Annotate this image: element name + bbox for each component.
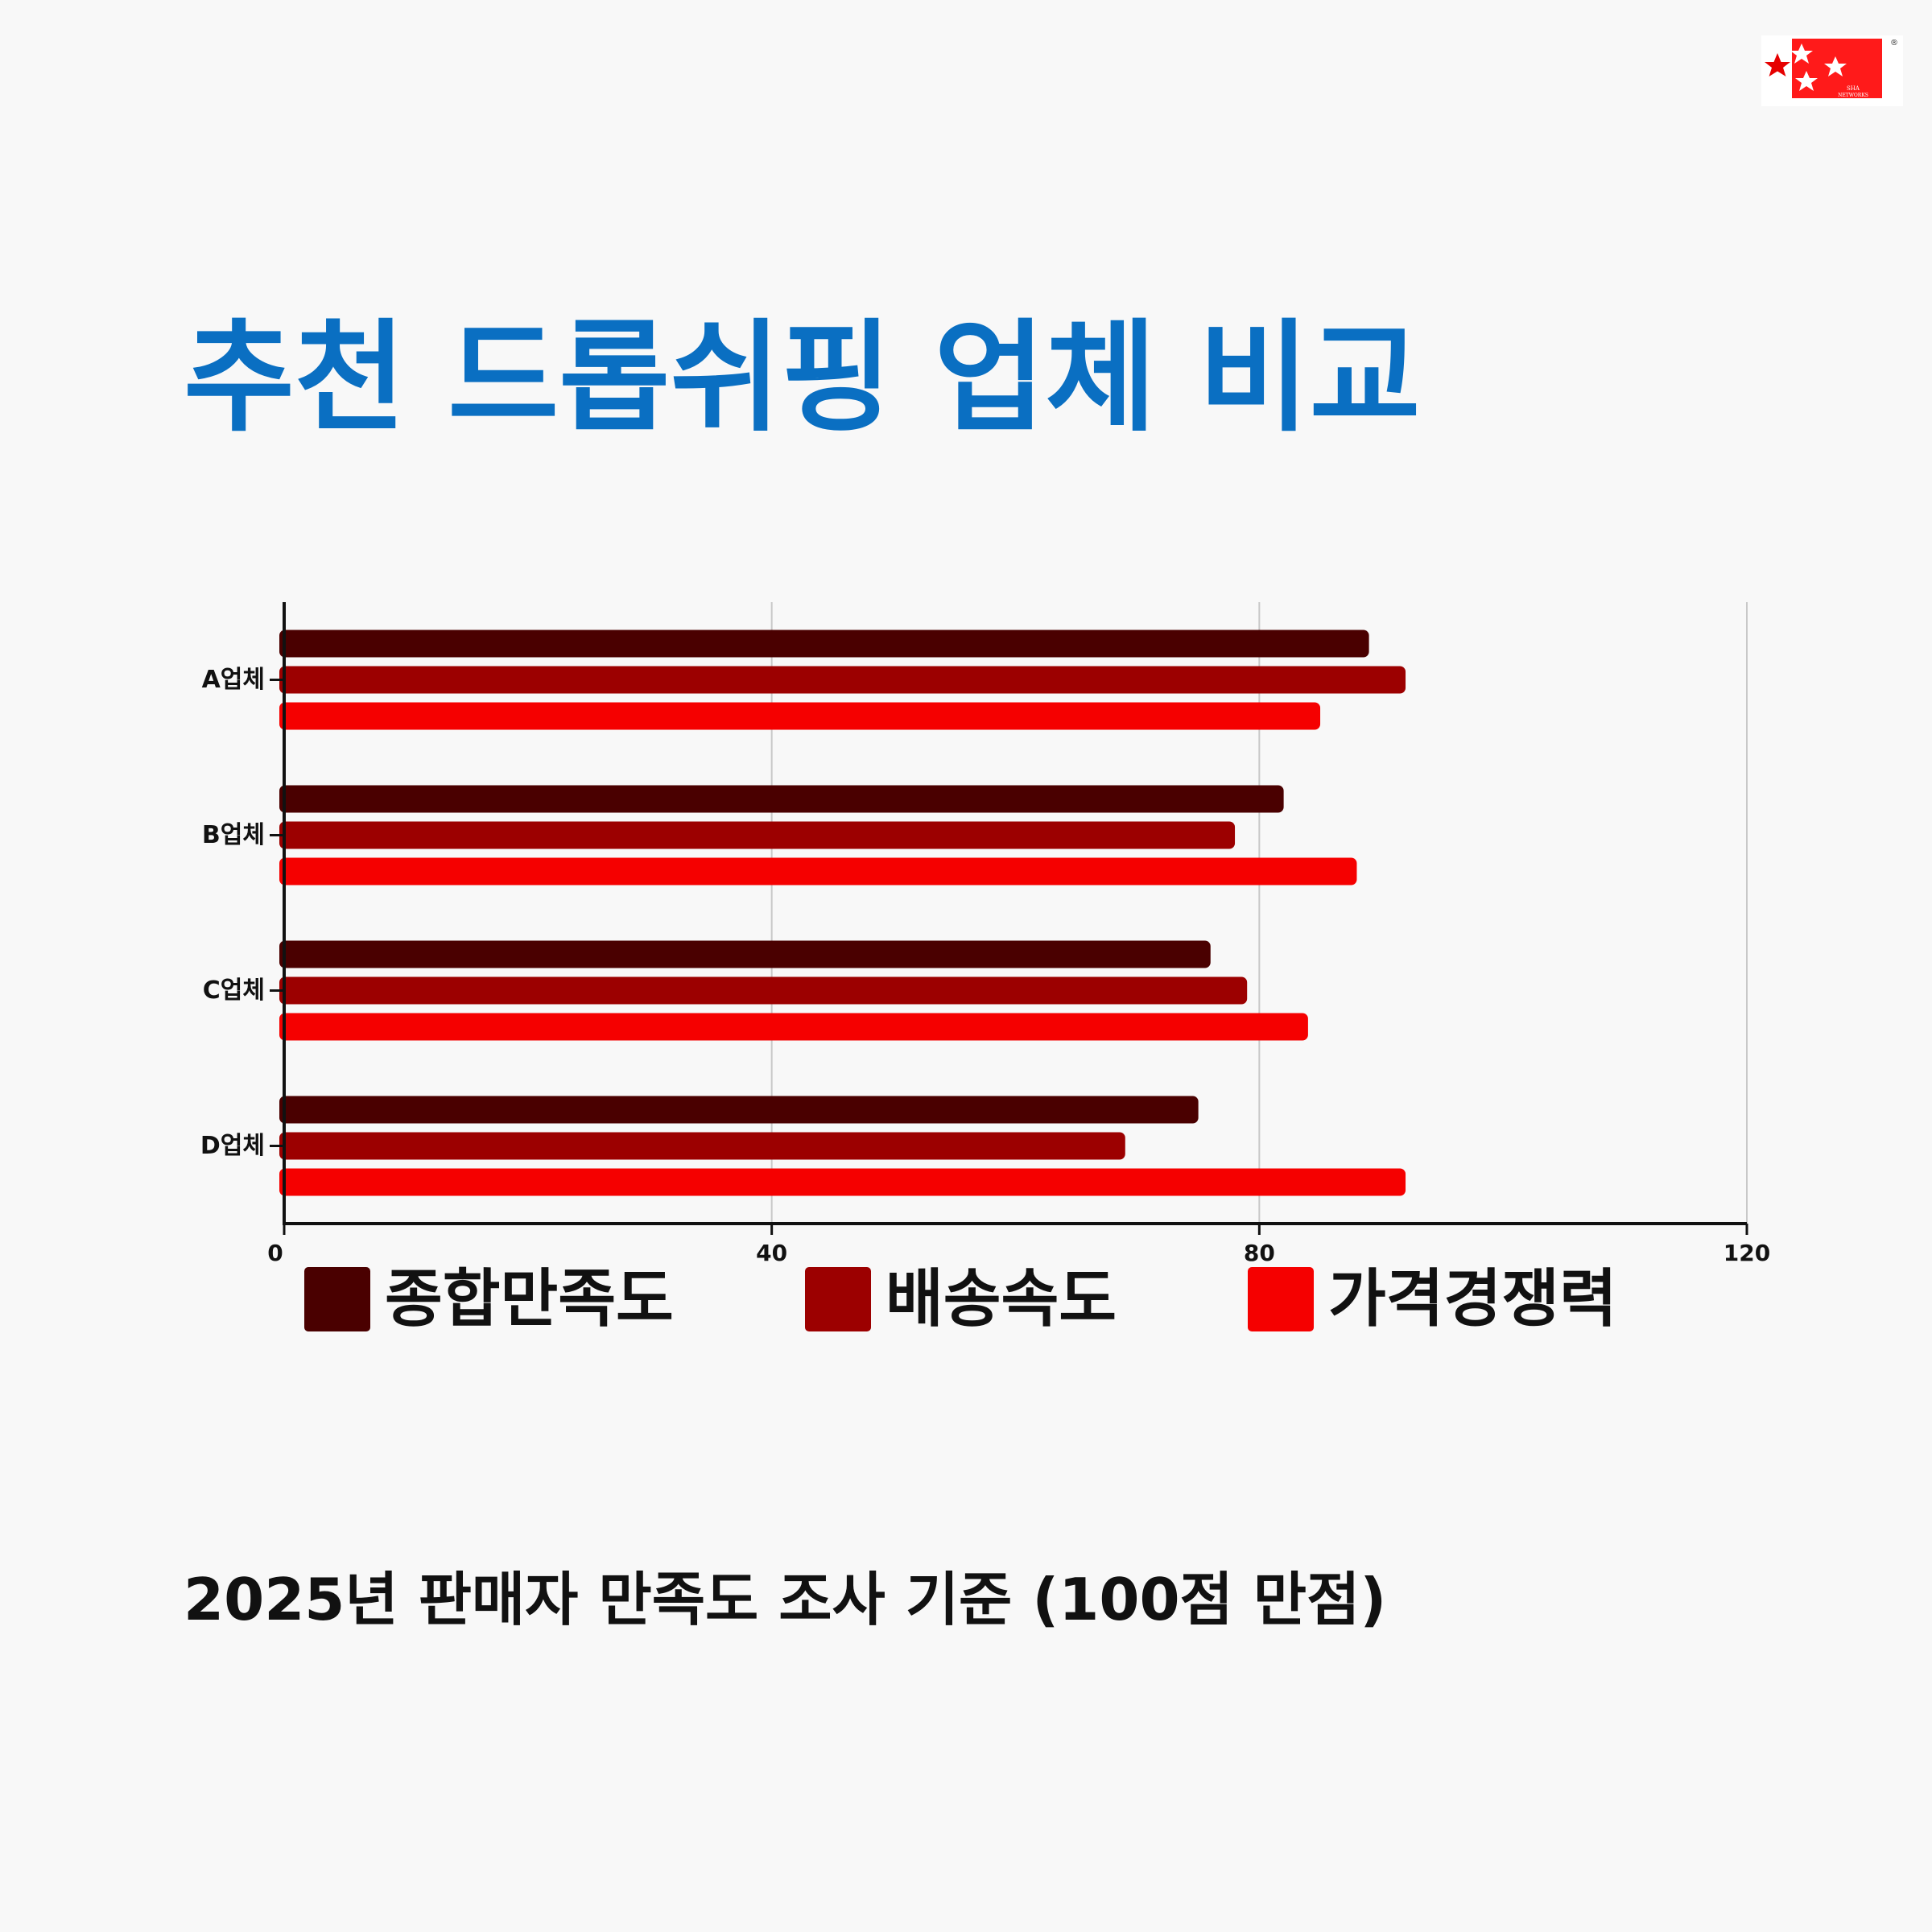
logo-star-3 bbox=[1824, 56, 1847, 76]
legend-swatch-종합만족도 bbox=[304, 1267, 370, 1331]
legend-label-배송속도: 배송속도 bbox=[886, 1263, 1117, 1335]
bar-B업체-배송속도 bbox=[279, 821, 1236, 849]
legend-swatch-배송속도 bbox=[805, 1267, 871, 1331]
bar-C업체-종합만족도 bbox=[279, 940, 1211, 968]
stars-logo-icon: SHA NETWORKS ® bbox=[1765, 39, 1898, 98]
y-tick-label-D업체: D업체 bbox=[200, 1132, 265, 1160]
x-tick-label-80: 80 bbox=[1244, 1240, 1275, 1266]
x-tick-label-120: 120 bbox=[1724, 1240, 1770, 1266]
legend-swatch-가격경쟁력 bbox=[1248, 1267, 1314, 1331]
bar-D업체-종합만족도 bbox=[279, 1096, 1199, 1124]
logo-star-2 bbox=[1790, 43, 1813, 64]
sha-networks-logo: SHA NETWORKS ® bbox=[1761, 35, 1903, 106]
bar-A업체-종합만족도 bbox=[279, 630, 1369, 658]
bar-C업체-가격경쟁력 bbox=[279, 1013, 1308, 1041]
logo-text-2: NETWORKS bbox=[1838, 93, 1868, 98]
logo-text-1: SHA bbox=[1847, 85, 1860, 92]
logo-star-1 bbox=[1765, 53, 1790, 76]
y-tick-label-C업체: C업체 bbox=[203, 976, 265, 1005]
bar-A업체-가격경쟁력 bbox=[279, 702, 1321, 730]
x-tick-label-40: 40 bbox=[756, 1240, 787, 1266]
bar-B업체-가격경쟁력 bbox=[279, 857, 1357, 886]
logo-registered-mark: ® bbox=[1890, 39, 1898, 47]
page-title: 추천 드롭쉬핑 업체 비교 bbox=[184, 308, 1421, 448]
bar-A업체-배송속도 bbox=[279, 666, 1406, 694]
bar-B업체-종합만족도 bbox=[279, 785, 1284, 813]
legend-label-종합만족도: 종합만족도 bbox=[385, 1263, 674, 1335]
bar-D업체-가격경쟁력 bbox=[279, 1168, 1406, 1196]
logo-star-4 bbox=[1795, 71, 1818, 91]
bar-C업체-배송속도 bbox=[279, 976, 1248, 1005]
bar-D업체-배송속도 bbox=[279, 1132, 1125, 1160]
chart-footnote: 2025년 판매자 만족도 조사 기준 (100점 만점) bbox=[184, 1566, 1387, 1633]
x-tick-label-0: 0 bbox=[267, 1240, 283, 1266]
legend-label-가격경쟁력: 가격경쟁력 bbox=[1328, 1263, 1617, 1335]
y-tick-label-B업체: B업체 bbox=[202, 821, 265, 849]
y-tick-label-A업체: A업체 bbox=[202, 666, 265, 694]
